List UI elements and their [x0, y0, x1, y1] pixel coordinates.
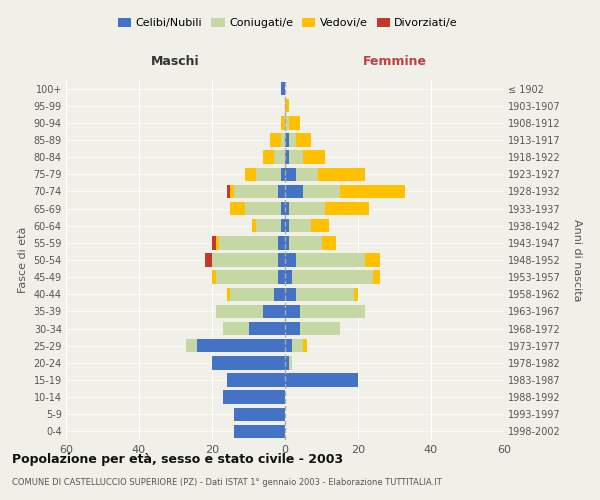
- Bar: [234, 424, 285, 438]
- Bar: [285, 99, 289, 112]
- Bar: [355, 288, 358, 301]
- Bar: [373, 270, 380, 284]
- Bar: [278, 254, 285, 266]
- Bar: [197, 339, 285, 352]
- Bar: [322, 236, 336, 250]
- Bar: [299, 322, 340, 336]
- Text: Popolazione per età, sesso e stato civile - 2003: Popolazione per età, sesso e stato civil…: [12, 452, 343, 466]
- Bar: [325, 202, 369, 215]
- Bar: [285, 184, 303, 198]
- Bar: [296, 168, 318, 181]
- Bar: [274, 150, 285, 164]
- Y-axis label: Anni di nascita: Anni di nascita: [572, 219, 582, 301]
- Bar: [230, 184, 234, 198]
- Bar: [212, 236, 215, 250]
- Bar: [278, 270, 285, 284]
- Text: Femmine: Femmine: [362, 55, 427, 68]
- Bar: [285, 168, 296, 181]
- Bar: [263, 150, 274, 164]
- Bar: [215, 270, 278, 284]
- Bar: [212, 270, 215, 284]
- Text: Maschi: Maschi: [151, 55, 200, 68]
- Y-axis label: Fasce di età: Fasce di età: [18, 227, 28, 293]
- Bar: [285, 270, 292, 284]
- Bar: [227, 184, 230, 198]
- Bar: [234, 184, 278, 198]
- Bar: [263, 304, 285, 318]
- Bar: [285, 322, 299, 336]
- Bar: [285, 219, 289, 232]
- Bar: [296, 134, 311, 146]
- Bar: [230, 288, 274, 301]
- Bar: [278, 184, 285, 198]
- Bar: [292, 270, 373, 284]
- Bar: [281, 219, 285, 232]
- Bar: [285, 288, 296, 301]
- Bar: [281, 116, 285, 130]
- Bar: [285, 254, 296, 266]
- Bar: [296, 288, 355, 301]
- Bar: [285, 202, 289, 215]
- Bar: [278, 236, 285, 250]
- Bar: [340, 184, 406, 198]
- Bar: [303, 150, 325, 164]
- Bar: [252, 219, 256, 232]
- Bar: [303, 339, 307, 352]
- Bar: [281, 134, 285, 146]
- Bar: [274, 288, 285, 301]
- Bar: [215, 236, 220, 250]
- Bar: [223, 390, 285, 404]
- Bar: [285, 116, 289, 130]
- Bar: [245, 202, 281, 215]
- Bar: [215, 304, 263, 318]
- Bar: [292, 339, 303, 352]
- Bar: [299, 304, 365, 318]
- Bar: [256, 168, 281, 181]
- Bar: [281, 202, 285, 215]
- Bar: [234, 408, 285, 421]
- Bar: [285, 374, 358, 386]
- Bar: [212, 254, 278, 266]
- Bar: [248, 322, 285, 336]
- Text: COMUNE DI CASTELLUCCIO SUPERIORE (PZ) - Dati ISTAT 1° gennaio 2003 - Elaborazion: COMUNE DI CASTELLUCCIO SUPERIORE (PZ) - …: [12, 478, 442, 487]
- Bar: [289, 356, 292, 370]
- Bar: [289, 236, 322, 250]
- Bar: [289, 116, 299, 130]
- Bar: [285, 150, 289, 164]
- Bar: [220, 236, 278, 250]
- Bar: [289, 150, 303, 164]
- Bar: [311, 219, 329, 232]
- Bar: [296, 254, 365, 266]
- Bar: [227, 288, 230, 301]
- Bar: [289, 219, 311, 232]
- Bar: [212, 356, 285, 370]
- Bar: [365, 254, 380, 266]
- Bar: [289, 202, 325, 215]
- Bar: [205, 254, 212, 266]
- Bar: [285, 339, 292, 352]
- Bar: [318, 168, 365, 181]
- Bar: [223, 322, 248, 336]
- Bar: [285, 356, 289, 370]
- Legend: Celibi/Nubili, Coniugati/e, Vedovi/e, Divorziati/e: Celibi/Nubili, Coniugati/e, Vedovi/e, Di…: [113, 13, 463, 32]
- Bar: [227, 374, 285, 386]
- Bar: [281, 168, 285, 181]
- Bar: [256, 219, 281, 232]
- Bar: [289, 134, 296, 146]
- Bar: [230, 202, 245, 215]
- Bar: [271, 134, 281, 146]
- Bar: [281, 82, 285, 96]
- Bar: [245, 168, 256, 181]
- Bar: [285, 304, 299, 318]
- Bar: [285, 134, 289, 146]
- Bar: [285, 236, 289, 250]
- Bar: [303, 184, 340, 198]
- Bar: [187, 339, 197, 352]
